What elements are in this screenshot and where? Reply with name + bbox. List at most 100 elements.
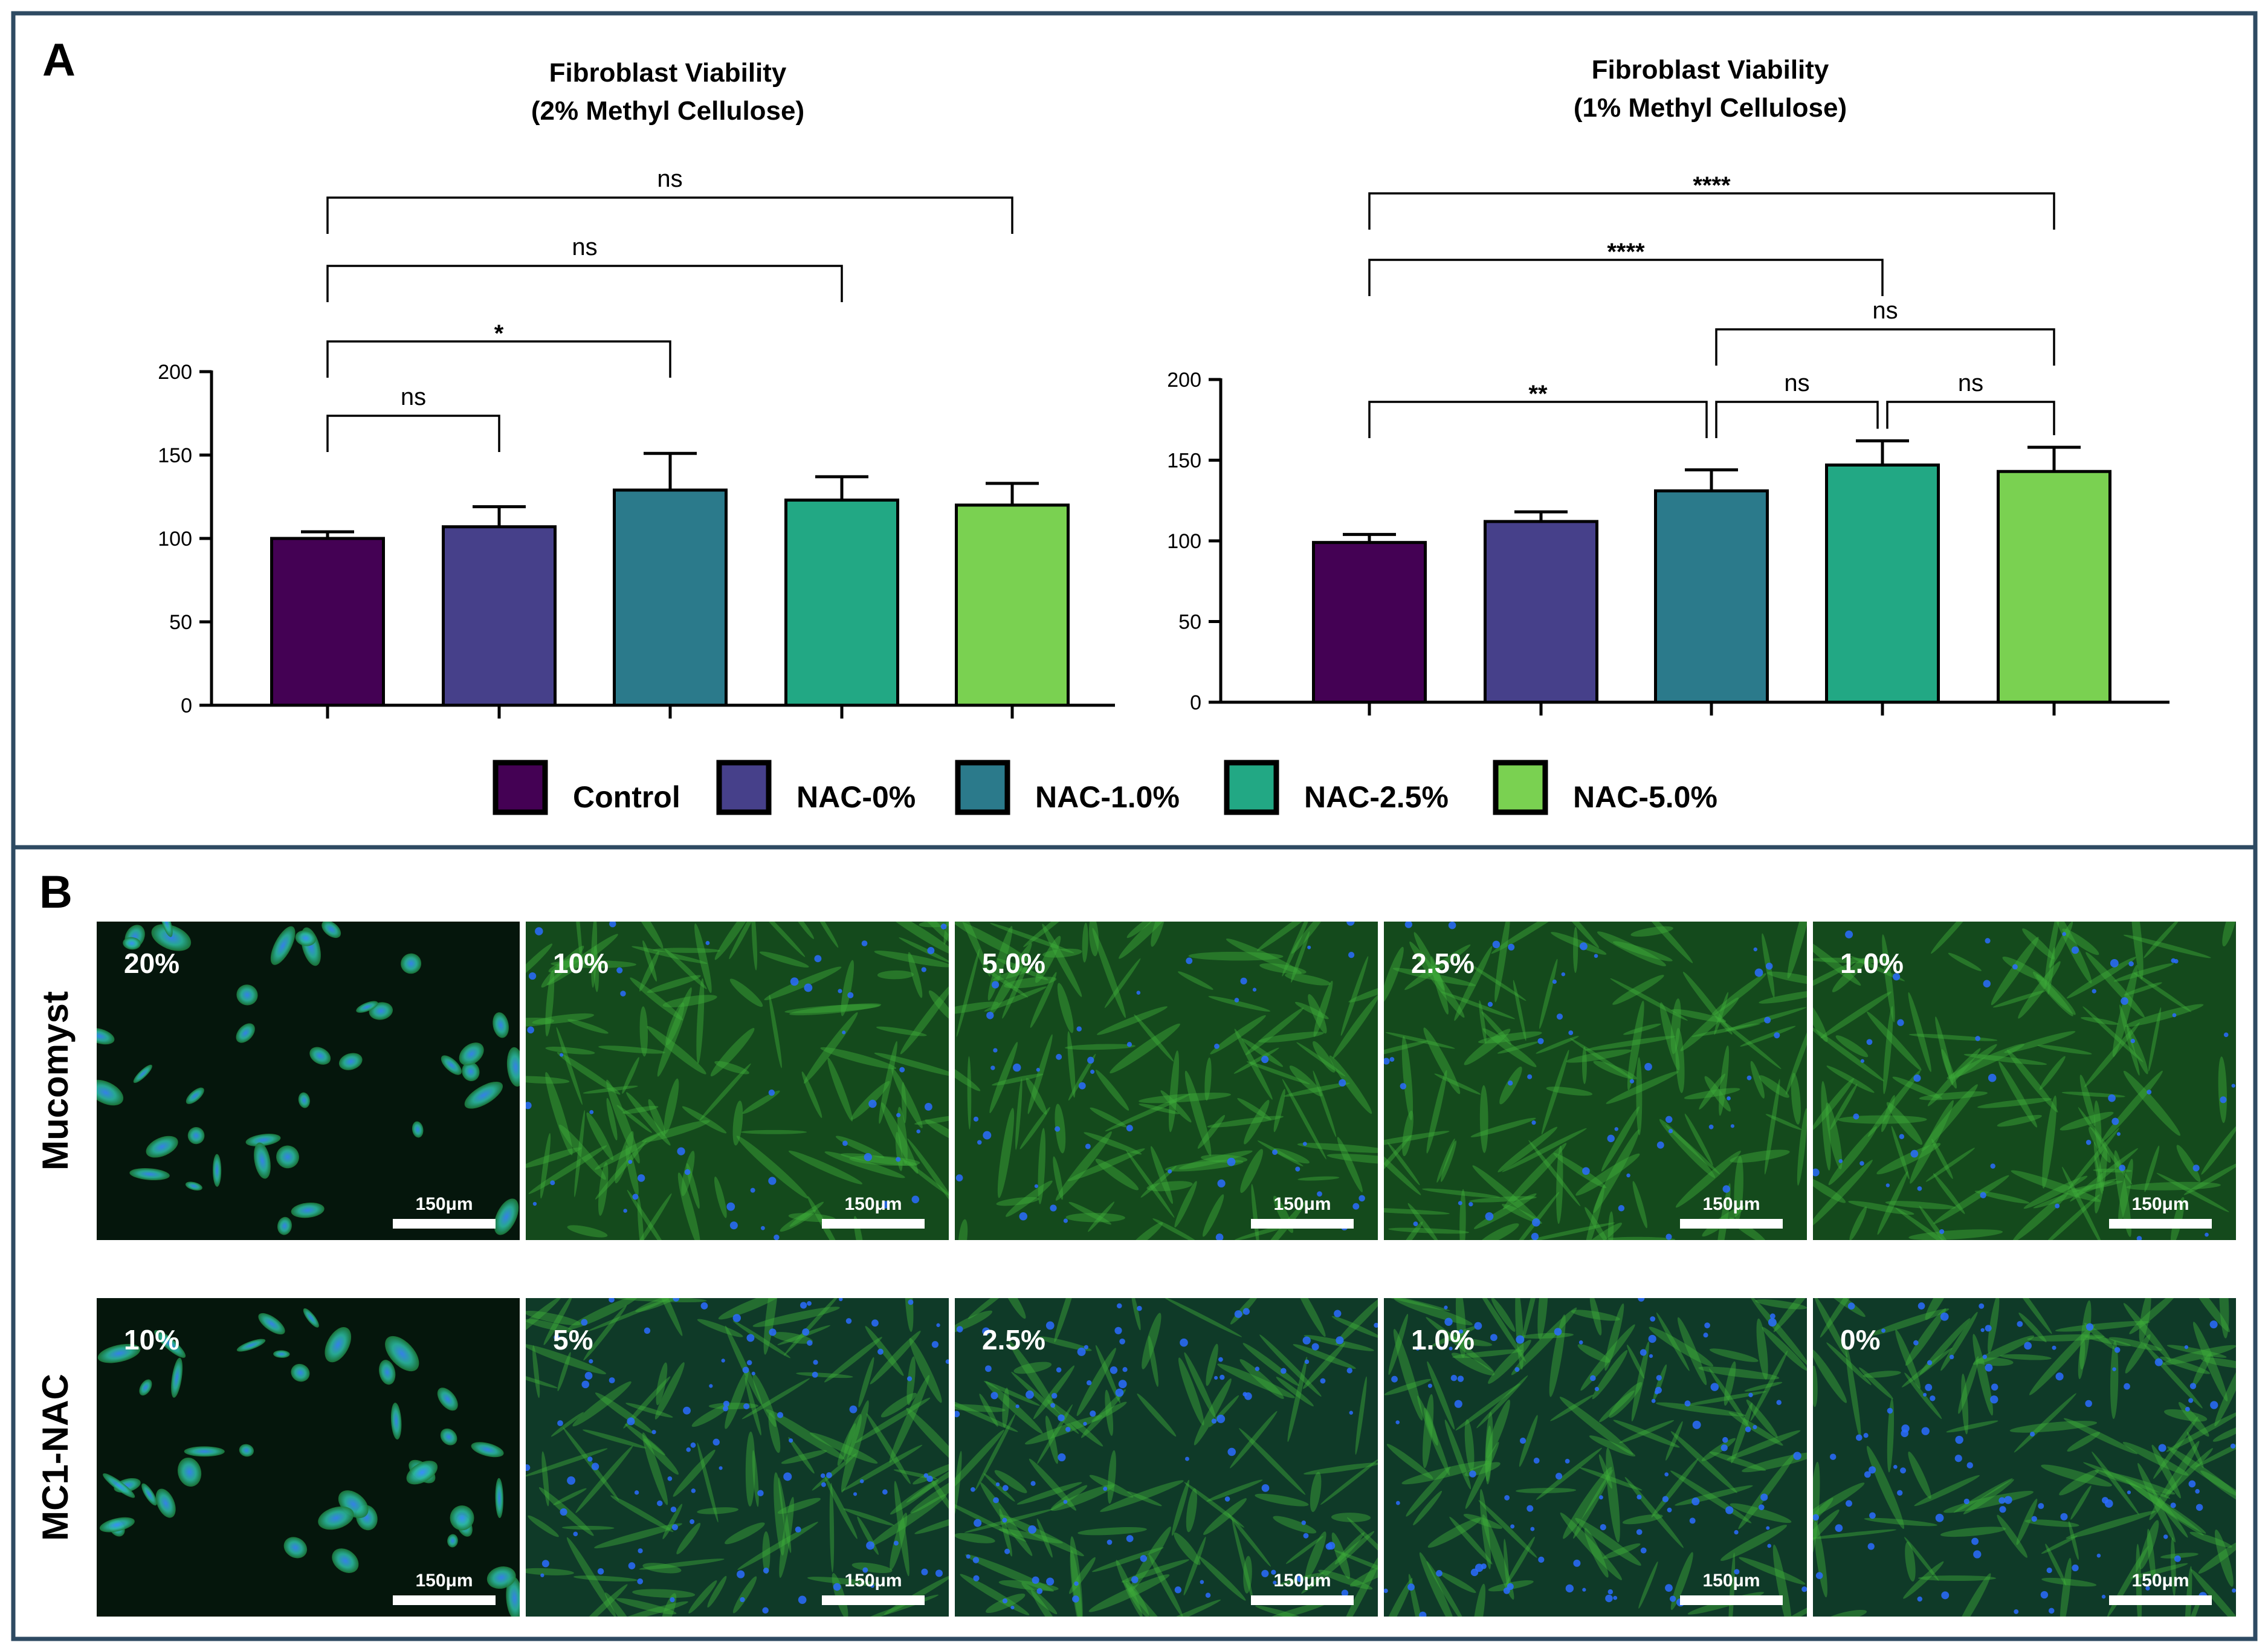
concentration-label: 1.0% (1840, 948, 1904, 979)
bracket-line (1368, 401, 1708, 438)
legend-item: NAC-0% (716, 760, 916, 815)
concentration-label: 0% (1840, 1324, 1880, 1355)
bracket-line (326, 340, 671, 378)
panel-a: A Fibroblast Viability (2% Methyl Cellul… (11, 11, 2258, 850)
chart-title: Fibroblast Viability (1592, 55, 1829, 85)
significance-label: **** (1607, 239, 1645, 265)
scale-bar-label: 150μm (1273, 1194, 1331, 1214)
micrograph-tile: 2.5% 150μm (1384, 922, 1807, 1240)
cell-texture (526, 1298, 949, 1617)
significance-label: ns (1958, 370, 1983, 396)
cell-texture (1384, 1298, 1807, 1617)
legend-swatch (1493, 760, 1548, 815)
legend-swatch (955, 760, 1010, 815)
cell-texture (1384, 922, 1807, 1240)
significance-label: * (494, 320, 504, 347)
concentration-label: 2.5% (1411, 948, 1475, 979)
chart-subtitle: (1% Methyl Cellulose) (1574, 93, 1847, 123)
micrograph-grid: Mucomyst 20% 150μm 10% 150μm 5.0% 150μm 2.5% 150… (35, 922, 2236, 1617)
significance-bracket: ns (1715, 297, 2055, 366)
bar-control (1312, 541, 1427, 704)
concentration-label: 20% (124, 948, 179, 979)
legend-label: Control (573, 780, 680, 814)
bracket-line (1715, 401, 1879, 438)
significance-bracket: ** (1368, 381, 1708, 438)
scale-bar (1251, 1219, 1354, 1229)
chart-subtitle: (2% Methyl Cellulose) (531, 96, 804, 126)
y-tick-label: 0 (181, 694, 192, 717)
bar-nac-5-0- (955, 503, 1070, 707)
micrograph-tile: 0% 150μm (1813, 1298, 2236, 1617)
micrograph-background (955, 922, 1378, 1240)
micrograph-tile: 10% 150μm (97, 1298, 520, 1617)
scale-bar (822, 1219, 925, 1229)
cell-texture (1813, 1298, 2236, 1617)
concentration-label: 1.0% (1411, 1324, 1475, 1355)
legend: Control NAC-0% NAC-1.0% NAC-2.5% NAC-5.0% (493, 760, 1717, 815)
significance-bracket: ns (326, 384, 500, 452)
significance-label: ns (401, 384, 426, 410)
scale-bar-label: 150μm (2131, 1194, 2189, 1214)
scale-bar (2109, 1219, 2212, 1229)
bar-nac-1-0- (1654, 489, 1769, 704)
significance-label: ns (1784, 370, 1809, 396)
micrograph-background (1813, 922, 2236, 1240)
significance-bracket: * (326, 320, 671, 378)
micrograph-background (97, 922, 520, 1240)
significance-bracket: ns (326, 166, 1013, 234)
y-tick-label: 0 (1190, 691, 1201, 714)
scale-bar-label: 150μm (844, 1571, 902, 1591)
bar-control (270, 537, 385, 707)
bar-nac-0- (442, 525, 557, 707)
cell-texture (97, 922, 520, 1235)
concentration-label: 10% (553, 948, 609, 979)
significance-bracket: ns (1715, 370, 1879, 438)
cell-texture (97, 1308, 520, 1617)
y-tick-label: 50 (1178, 611, 1201, 634)
legend-swatch (1224, 760, 1279, 815)
concentration-label: 2.5% (982, 1324, 1045, 1355)
scale-bar-label: 150μm (1273, 1571, 1331, 1591)
scale-bar (393, 1219, 496, 1229)
bar-nac-0- (1484, 520, 1598, 704)
cell-texture (526, 922, 949, 1240)
chart-1pct-methyl-cellulose: Fibroblast Viability (1% Methyl Cellulos… (1167, 55, 2169, 716)
significance-label: ns (657, 166, 682, 192)
y-tick-label: 200 (158, 361, 192, 384)
scale-bar-label: 150μm (1702, 1571, 1760, 1591)
scale-bar-label: 150μm (415, 1571, 473, 1591)
bracket-line (1368, 259, 1884, 296)
legend-label: NAC-2.5% (1304, 780, 1449, 814)
concentration-label: 10% (124, 1324, 179, 1355)
panel-b-letter: B (39, 867, 73, 918)
plot-area: 0 50 100 150 200 ns * ns ns (158, 166, 1115, 719)
concentration-label: 5.0% (982, 948, 1045, 979)
bracket-line (326, 196, 1013, 234)
bracket-line (1368, 192, 2055, 230)
scale-bar-label: 150μm (2131, 1571, 2189, 1591)
chart-title: Fibroblast Viability (549, 58, 787, 88)
scale-bar (393, 1595, 496, 1605)
significance-label: ** (1528, 381, 1548, 407)
significance-bracket: ns (1886, 370, 2055, 436)
plot-area: 0 50 100 150 200 ** ns ns ns **** **** (1167, 172, 2169, 716)
scale-bar (1251, 1595, 1354, 1605)
legend-item: NAC-1.0% (955, 760, 1180, 815)
significance-bracket: **** (1368, 172, 2055, 230)
bar-nac-2-5- (784, 499, 899, 707)
chart-2pct-methyl-cellulose: Fibroblast Viability (2% Methyl Cellulos… (158, 58, 1115, 719)
legend-item: NAC-2.5% (1224, 760, 1449, 815)
micrograph-tile: 10% 150μm (526, 922, 949, 1240)
significance-bracket: **** (1368, 239, 1884, 296)
row-label: MC1-NAC (35, 1374, 76, 1541)
micrograph-tile: 2.5% 150μm (955, 1298, 1378, 1617)
y-tick-label: 50 (169, 611, 192, 634)
bar-nac-5-0- (1997, 470, 2111, 704)
micrograph-background (1384, 1298, 1807, 1617)
bar-nac-1-0- (613, 488, 728, 707)
micrograph-background (526, 922, 949, 1240)
y-tick-label: 100 (158, 528, 192, 551)
bracket-line (326, 265, 843, 302)
significance-label: ns (572, 234, 597, 260)
panel-b-frame (11, 845, 2258, 1641)
